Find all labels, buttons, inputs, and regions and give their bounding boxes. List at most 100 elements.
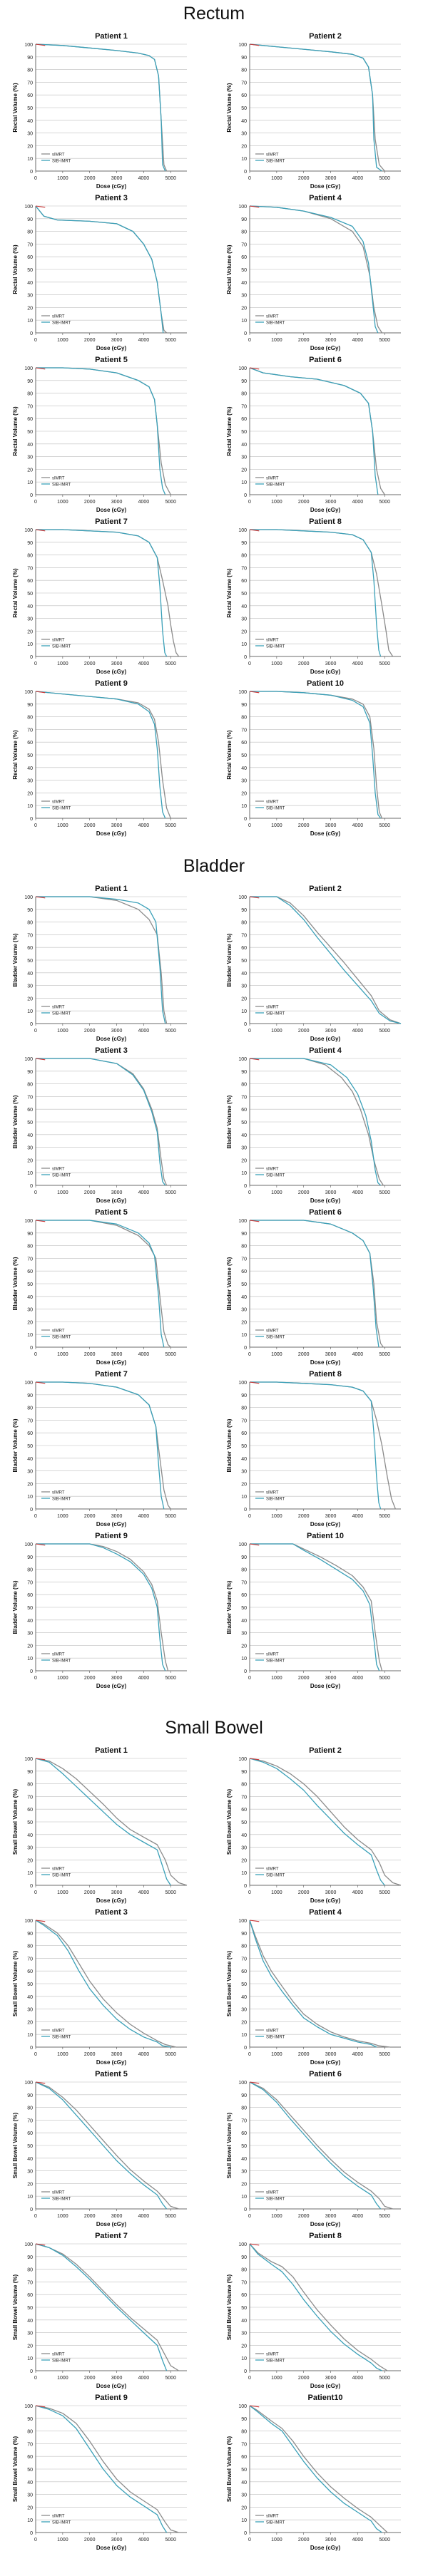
- y-axis-label: Small Bowel Volume (%): [226, 1951, 233, 2017]
- y-tick-label: 10: [27, 642, 33, 647]
- y-tick-label: 80: [27, 554, 33, 559]
- x-tick-label: 3000: [325, 1352, 337, 1357]
- y-tick-label: 100: [24, 1381, 33, 1386]
- y-tick-label: 50: [241, 1820, 247, 1825]
- y-tick-label: 80: [241, 2430, 247, 2435]
- x-axis-label: Dose (cGy): [96, 669, 127, 675]
- x-tick-label: 4000: [138, 661, 150, 666]
- start-marker: [35, 1381, 46, 1384]
- legend-label: sIMRT: [52, 2191, 65, 2195]
- series-line-simrt: [36, 1543, 169, 1671]
- x-tick-label: 0: [248, 1514, 251, 1519]
- y-tick-label: 60: [27, 2293, 33, 2298]
- y-tick-label: 50: [241, 430, 247, 435]
- legend-label: SIB-IMRT: [52, 2198, 71, 2202]
- y-tick-label: 70: [241, 566, 247, 571]
- x-tick-label: 1000: [271, 1890, 282, 1895]
- y-tick-label: 70: [27, 242, 33, 247]
- x-tick-label: 2000: [298, 2376, 310, 2381]
- x-tick-label: 2000: [84, 338, 96, 343]
- x-tick-label: 3000: [111, 661, 123, 666]
- x-tick-label: 5000: [165, 338, 176, 343]
- y-tick-label: 50: [241, 959, 247, 964]
- y-tick-label: 30: [27, 2170, 33, 2175]
- y-tick-label: 40: [241, 1619, 247, 1624]
- x-tick-label: 0: [248, 2052, 251, 2057]
- y-tick-label: 0: [244, 1022, 247, 1027]
- y-tick-label: 0: [244, 1884, 247, 1889]
- y-tick-label: 0: [244, 493, 247, 498]
- x-tick-label: 4000: [352, 661, 364, 666]
- x-tick-label: 3000: [111, 338, 123, 343]
- y-tick-label: 30: [241, 455, 247, 460]
- x-tick-label: 0: [248, 2214, 251, 2219]
- y-tick-label: 40: [27, 2480, 33, 2485]
- y-tick-label: 90: [27, 379, 33, 384]
- series-line-sib-imrt: [36, 529, 168, 657]
- panel-title: Patient 2: [309, 885, 342, 893]
- y-tick-label: 0: [244, 817, 247, 822]
- series-line-sib-imrt: [249, 43, 382, 172]
- legend-label: sIMRT: [266, 315, 279, 319]
- y-tick-label: 20: [241, 1858, 247, 1863]
- x-tick-label: 5000: [165, 2052, 176, 2057]
- x-tick-label: 4000: [138, 2052, 150, 2057]
- y-tick-label: 60: [27, 1969, 33, 1974]
- y-tick-label: 30: [241, 984, 247, 989]
- y-tick-label: 20: [241, 1644, 247, 1649]
- y-tick-label: 100: [238, 1542, 247, 1547]
- x-tick-label: 5000: [165, 2214, 176, 2219]
- y-tick-label: 10: [241, 1171, 247, 1176]
- x-tick-label: 4000: [352, 2538, 364, 2542]
- y-tick-label: 90: [241, 541, 247, 546]
- panel-title: Patient 5: [95, 2070, 128, 2078]
- x-tick-label: 1000: [57, 176, 68, 181]
- legend-label: sIMRT: [266, 477, 279, 481]
- y-tick-label: 20: [27, 2020, 33, 2025]
- y-tick-label: 10: [27, 1333, 33, 1338]
- panel-title: Patient 6: [309, 2070, 342, 2078]
- y-tick-label: 20: [241, 2020, 247, 2025]
- y-tick-label: 60: [241, 2455, 247, 2460]
- x-tick-label: 3000: [325, 2052, 337, 2057]
- y-tick-label: 50: [27, 959, 33, 964]
- x-tick-label: 1000: [57, 2538, 68, 2542]
- x-tick-label: 2000: [84, 1514, 96, 1519]
- series-line-sib-imrt: [35, 205, 164, 334]
- x-axis-label: Dose (cGy): [96, 507, 127, 513]
- y-tick-label: 10: [27, 157, 33, 162]
- panel-title: Patient 3: [95, 194, 128, 202]
- y-tick-label: 10: [27, 480, 33, 485]
- y-tick-label: 50: [241, 1282, 247, 1287]
- x-tick-label: 2000: [298, 1029, 310, 1034]
- series-line-simrt: [35, 1758, 188, 1886]
- y-tick-label: 70: [27, 1580, 33, 1585]
- legend-label: SIB-IMRT: [266, 2521, 285, 2525]
- x-tick-label: 5000: [379, 1514, 390, 1519]
- y-tick-label: 80: [27, 1783, 33, 1788]
- x-tick-label: 5000: [165, 1190, 176, 1195]
- y-axis-label: Small Bowel Volume (%): [226, 2113, 233, 2179]
- y-tick-label: 90: [27, 1555, 33, 1560]
- legend-label: sIMRT: [266, 1653, 279, 1657]
- x-axis-label: Dose (cGy): [310, 1683, 341, 1689]
- x-tick-label: 2000: [298, 2052, 310, 2057]
- y-tick-label: 100: [24, 2404, 33, 2409]
- legend-label: SIB-IMRT: [52, 1012, 71, 1016]
- start-marker: [35, 1058, 46, 1061]
- panel-title: Patient 4: [309, 1046, 342, 1055]
- y-tick-label: 100: [24, 528, 33, 533]
- section-small-bowel: Small Bowel Patient 1 0 10 20 30 40 50 60 70 80 90 1…: [12, 1718, 402, 2551]
- panel-title: Patient 9: [95, 2394, 128, 2402]
- x-tick-label: 5000: [379, 2538, 390, 2542]
- y-tick-label: 80: [27, 1083, 33, 1088]
